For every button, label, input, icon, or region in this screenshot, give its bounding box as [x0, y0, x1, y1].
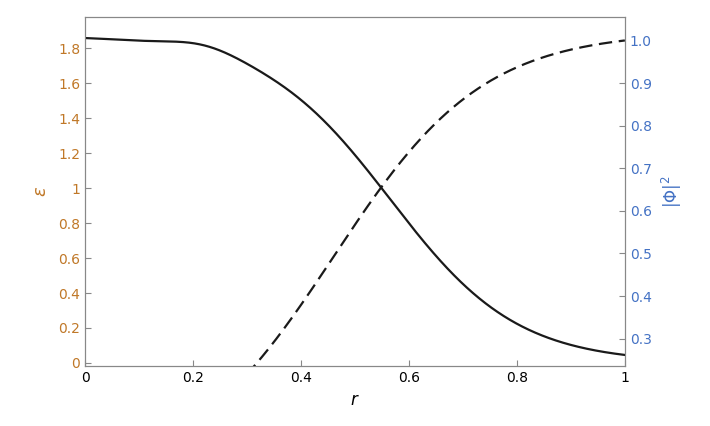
X-axis label: $r$: $r$: [350, 391, 360, 409]
Y-axis label: $|\Phi|^2$: $|\Phi|^2$: [660, 176, 684, 208]
Y-axis label: $\varepsilon$: $\varepsilon$: [32, 186, 50, 197]
